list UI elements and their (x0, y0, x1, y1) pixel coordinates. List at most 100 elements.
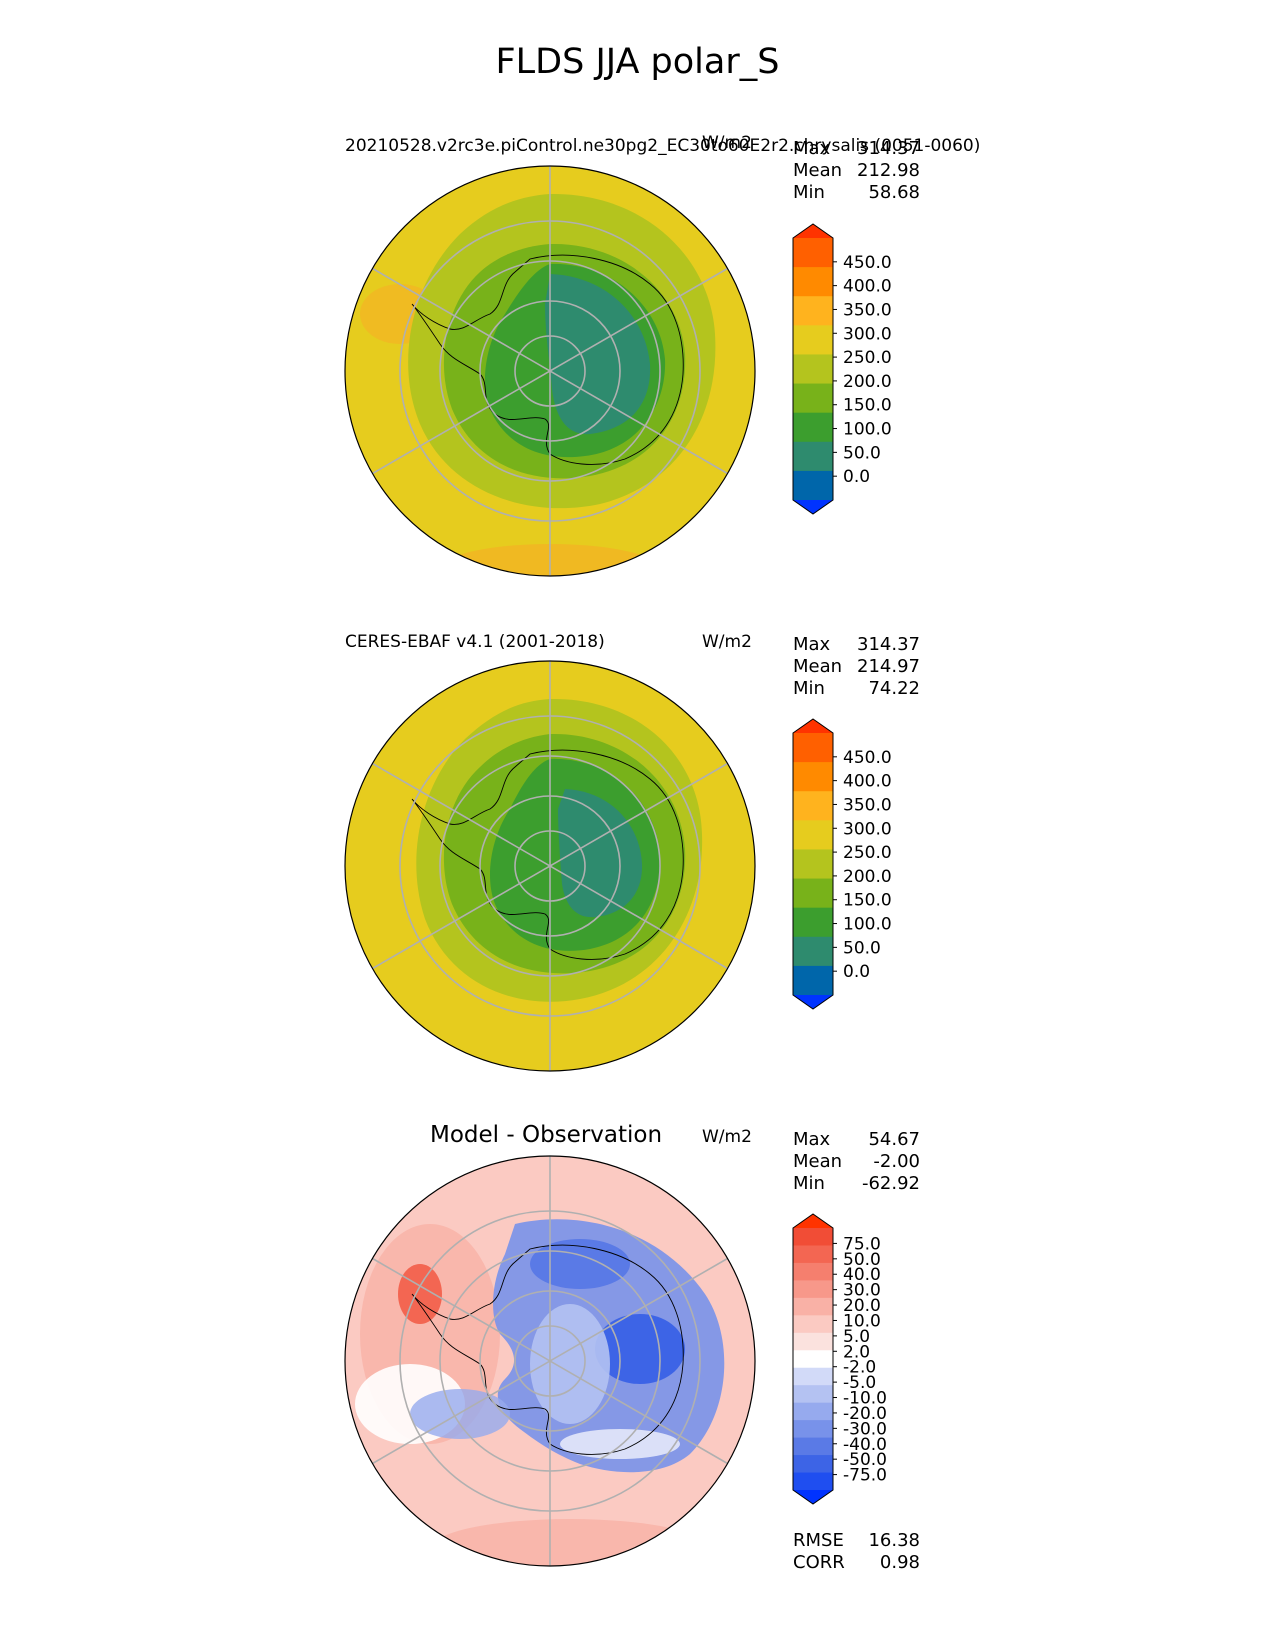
colorbar-tick-label: 250.0 (843, 843, 892, 863)
stat-value: 314.37 (857, 138, 920, 159)
colorbar-segment (793, 1455, 833, 1474)
colorbar-segment (793, 1228, 833, 1246)
colorbar-segment (793, 412, 833, 443)
colorbar-tick-label: 30.0 (843, 1281, 881, 1301)
colorbar-segment (793, 965, 833, 996)
colorbar-tick-label: 200.0 (843, 372, 892, 392)
colorbar-segment (793, 383, 833, 414)
panel3-map-border (344, 1155, 756, 1567)
colorbar-tick-label: 0.0 (843, 962, 870, 982)
colorbar-tick-label: 250.0 (843, 348, 892, 368)
colorbar-tick-label: 350.0 (843, 300, 892, 320)
stat-value: -62.92 (861, 1173, 920, 1194)
colorbar-segment (793, 1315, 833, 1334)
colorbar-tick-label: 50.0 (843, 443, 881, 463)
colorbar-tick-label: 400.0 (843, 772, 892, 792)
panel3-weak-negative (530, 1304, 610, 1424)
panel1-stats: Max 314.37 Mean 212.98 Min 58.68 (793, 138, 920, 204)
panel2-graticule (372, 661, 728, 1071)
panel2-coastline (411, 749, 684, 960)
stat-label: Max (793, 1129, 831, 1150)
colorbar-tick-label: -2.0 (843, 1358, 876, 1378)
colorbar-segment (793, 470, 833, 501)
panel1-field-plateau (545, 274, 651, 435)
stat-value: 74.22 (868, 678, 920, 699)
panel3-neutral-band (560, 1429, 680, 1459)
colorbar-tick-label: 100.0 (843, 915, 892, 935)
colorbar-extension-top (793, 224, 833, 238)
colorbar-extension-top (793, 1214, 833, 1228)
colorbar-tick-label: -10.0 (843, 1389, 887, 1409)
panel3-graticule (372, 1156, 728, 1566)
colorbar-extension-bottom (793, 1490, 833, 1504)
stat-label: Mean (793, 1151, 843, 1172)
panel3-title: Model - Observation (430, 1122, 663, 1148)
colorbar-tick-label: 300.0 (843, 324, 892, 344)
colorbar-segment (793, 936, 833, 967)
metric-label: CORR (793, 1552, 845, 1573)
colorbar-tick-label: 40.0 (843, 1265, 881, 1285)
metric-label: RMSE (793, 1530, 844, 1551)
stat-label: Max (793, 634, 831, 655)
colorbar-tick-label: -75.0 (843, 1466, 887, 1486)
colorbar-tick-label: 450.0 (843, 253, 892, 273)
colorbar-segment (793, 762, 833, 792)
colorbar-segment (793, 791, 833, 821)
colorbar-tick-label: 300.0 (843, 819, 892, 839)
panel1-map-border (344, 165, 756, 577)
colorbar-tick-label: 5.0 (843, 1327, 870, 1347)
colorbar-outline (792, 1213, 834, 1505)
colorbar-tick-label: 150.0 (843, 396, 892, 416)
colorbar-segment (793, 354, 833, 385)
colorbar-tick-label: 150.0 (843, 891, 892, 911)
panel2-colorbar: 450.0 400.0 350.0 300.0 250.0 200.0 150.0 100.0… (792, 718, 892, 1010)
panel1-map (344, 165, 756, 577)
panel1-title: 20210528.v2rc3e.piControl.ne30pg2_EC30to… (345, 136, 981, 156)
colorbar-extension-top (793, 719, 833, 733)
panel3-metrics: RMSE 16.38 CORR 0.98 (793, 1530, 920, 1574)
colorbar-segment (793, 820, 833, 850)
colorbar-segment (793, 325, 833, 355)
stat-value: 212.98 (857, 160, 920, 181)
colorbar-segment (793, 1420, 833, 1439)
colorbar-segment (793, 1262, 833, 1281)
colorbar-outline (792, 223, 834, 515)
colorbar-tick-label: -5.0 (843, 1373, 876, 1393)
colorbar-segment (793, 441, 833, 472)
colorbar-tick-label: 75.0 (843, 1234, 881, 1254)
colorbar-tick-label: -40.0 (843, 1435, 887, 1455)
colorbar-segment (793, 296, 833, 326)
figure-title: FLDS JJA polar_S (495, 42, 780, 82)
colorbar-outline (792, 718, 834, 1010)
stat-label: Mean (793, 160, 843, 181)
colorbar-tick-label: 100.0 (843, 420, 892, 440)
panel2-map (344, 660, 756, 1072)
colorbar-segment (793, 1385, 833, 1404)
colorbar-segment (793, 1472, 833, 1491)
colorbar-extension-bottom (793, 500, 833, 514)
colorbar-tick-label: 2.0 (843, 1342, 870, 1362)
colorbar-segment (793, 733, 833, 763)
metric-value: 16.38 (868, 1530, 920, 1551)
colorbar-tick-label: 10.0 (843, 1311, 881, 1331)
colorbar-segment (793, 1297, 833, 1316)
panel3-negative-ross (410, 1389, 510, 1439)
panel3-colorbar: 75.050.040.030.020.010.05.02.0-2.0-5.0-1… (792, 1213, 887, 1505)
colorbar-segment (793, 1402, 833, 1421)
colorbar-segment (793, 878, 833, 909)
stat-label: Max (793, 138, 831, 159)
panel3-stats: Max 54.67 Mean -2.00 Min -62.92 (793, 1129, 920, 1195)
colorbar-segment (793, 238, 833, 268)
panel3-coastline (411, 1244, 684, 1455)
colorbar-segment (793, 1350, 833, 1369)
colorbar-tick-label: -50.0 (843, 1450, 887, 1470)
panel2-units: W/m2 (702, 632, 752, 652)
colorbar-tick-label: 0.0 (843, 467, 870, 487)
stat-label: Min (793, 182, 825, 203)
panel1-colorbar: 450.0 400.0 350.0 300.0 250.0 200.0 150.0 100.0… (792, 223, 892, 515)
stat-label: Mean (793, 656, 843, 677)
panel3-map (344, 1155, 756, 1567)
colorbar-tick-label: 450.0 (843, 748, 892, 768)
stat-value: 314.37 (857, 634, 920, 655)
colorbar-segment (793, 1245, 833, 1264)
